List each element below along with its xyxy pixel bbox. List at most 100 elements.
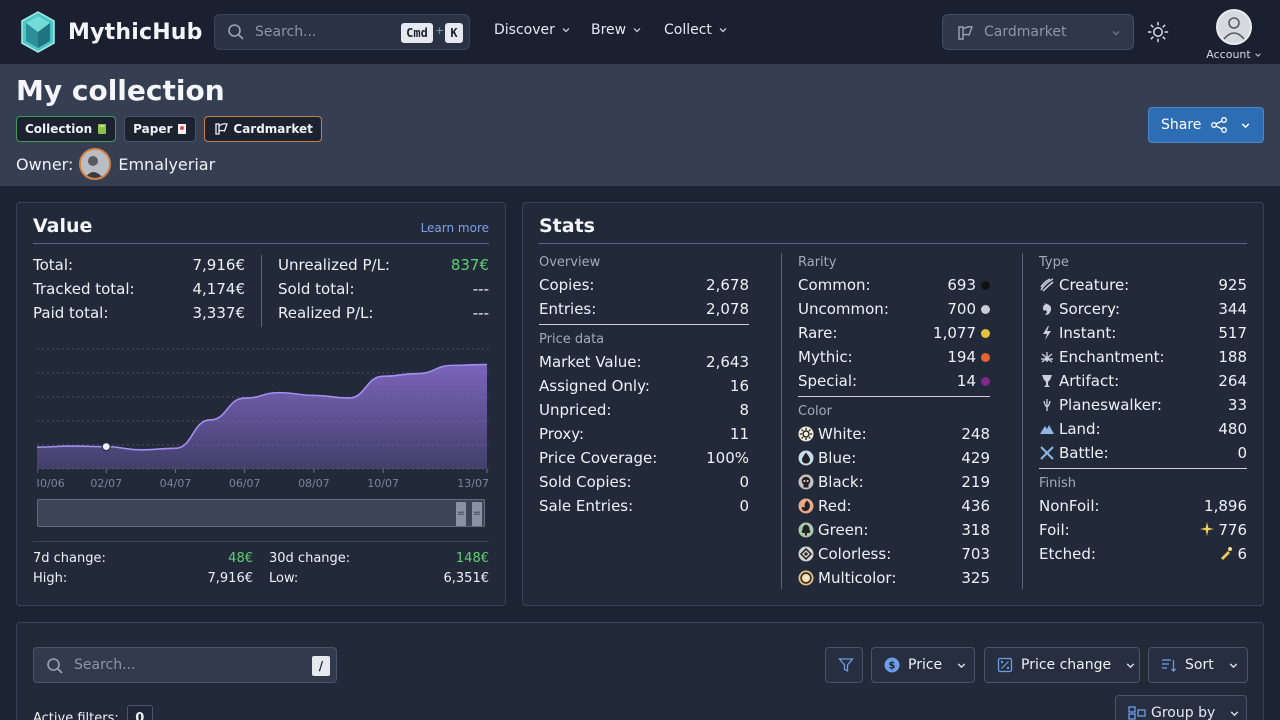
realized-pl-row: Realized P/L: --- [278, 304, 489, 322]
shortcut-k-key: K [445, 23, 463, 43]
stat-price-coverage: Price Coverage: 100% [539, 448, 749, 468]
chart-range-slider[interactable]: = = [37, 499, 485, 527]
stat-enchantment: Enchantment: 188 [1039, 347, 1247, 367]
chevron-down-icon [1229, 662, 1238, 668]
tracked-total-row: Tracked total: 4,174€ [33, 280, 245, 298]
stat-value: 700 [947, 300, 976, 318]
cardmarket-badge-label: Cardmarket [233, 122, 313, 136]
account-menu[interactable]: Account [1204, 9, 1264, 61]
cardmarket-icon [215, 123, 229, 135]
stat-label: Sorcery: [1059, 300, 1121, 318]
shortcut-plus: + [435, 24, 445, 37]
stat-value: 2,078 [706, 300, 749, 318]
stat-label: Rare: [798, 324, 838, 342]
stat-multicolor: Multicolor: 325 [798, 568, 990, 588]
black-mana-icon [798, 474, 814, 490]
tracked-total-label: Tracked total: [33, 280, 135, 298]
group-by-button[interactable]: Group by [1115, 695, 1247, 720]
unrealized-pl-row: Unrealized P/L: 837€ [278, 256, 489, 274]
stat-value: 925 [1218, 276, 1247, 294]
price-change-button[interactable]: Price change [984, 647, 1140, 683]
value-panel: Value Learn more Total: 7,916€ Tracked t… [16, 202, 506, 606]
chart-x-tick-label: 30/06 [37, 477, 65, 490]
filter-icon [838, 658, 854, 673]
share-button[interactable]: Share [1148, 107, 1264, 143]
artifact-icon [1042, 375, 1052, 387]
stat-label: Instant: [1059, 324, 1117, 342]
creature-icon [1040, 278, 1054, 292]
brand-logo[interactable]: MythicHub [18, 10, 203, 54]
price-button[interactable]: $ Price [871, 647, 975, 683]
stats-column-divider [781, 253, 782, 589]
stat-label: Sold Copies: [539, 473, 632, 491]
top-navigation: MythicHub Search... Cmd + K Discover Bre… [0, 0, 1280, 64]
stat-land: Land: 480 [1039, 419, 1247, 439]
theme-toggle-sun-icon[interactable] [1147, 21, 1169, 43]
nav-collect[interactable]: Collect [664, 22, 728, 38]
stat-label: Proxy: [539, 425, 585, 443]
high-value: 7,916€ [207, 571, 254, 586]
stat-label: NonFoil: [1039, 497, 1100, 515]
owner-avatar[interactable] [79, 148, 112, 180]
svg-text:$: $ [889, 661, 896, 672]
user-silhouette-icon [1223, 17, 1245, 40]
owner-name[interactable]: Emnalyeriar [118, 154, 216, 174]
unrealized-pl-label: Unrealized P/L: [278, 256, 390, 274]
7d-change-value: 48€ [228, 551, 253, 566]
stat-value: 2,643 [706, 353, 749, 371]
active-filters-count[interactable]: 0 [126, 705, 153, 720]
value-history-chart[interactable]: 30/06 02/07 04/07 06/07 08/07 10/07 13/07 [37, 345, 489, 493]
stat-value: 0 [1237, 444, 1247, 462]
chevron-down-icon [633, 28, 641, 33]
chevron-down-icon [1242, 122, 1250, 128]
share-icon [1211, 117, 1228, 133]
stat-planeswalker: Planeswalker: 33 [1039, 395, 1247, 415]
sort-button[interactable]: Sort [1148, 647, 1248, 683]
multicolor-mana-icon [798, 570, 814, 586]
stat-common: Common: 693 [798, 275, 990, 295]
rarity-label: Rarity [798, 255, 837, 270]
shortcut-cmd-key: Cmd [401, 23, 433, 43]
stat-value: 16 [729, 377, 749, 395]
stat-value: 344 [1218, 300, 1247, 318]
stat-copies: Copies: 2,678 [539, 275, 749, 295]
paid-total-value: 3,337€ [192, 304, 246, 322]
chevron-down-icon [1230, 710, 1239, 716]
rare-rarity-dot-icon [981, 329, 990, 338]
stat-label: Special: [798, 372, 858, 390]
marketplace-select[interactable]: Cardmarket [942, 14, 1134, 50]
nav-collect-label: Collect [664, 22, 712, 38]
price-data-label: Price data [539, 332, 605, 347]
value-title: Value [33, 215, 93, 237]
range-handle-right[interactable]: = [472, 502, 482, 526]
7d-change-label: 7d change: [33, 551, 106, 566]
cardmarket-badge: Cardmarket [204, 116, 322, 142]
gem-logo-icon [21, 11, 55, 53]
stat-green: Green: 318 [798, 520, 990, 540]
nav-discover-label: Discover [494, 22, 555, 38]
chart-x-tick-label: 02/07 [90, 477, 122, 490]
range-handle-left[interactable]: = [456, 502, 466, 526]
learn-more-link[interactable]: Learn more [420, 221, 489, 235]
colorless-mana-icon [798, 546, 814, 562]
nav-discover[interactable]: Discover [494, 22, 571, 38]
collection-badge: Collection [16, 116, 117, 142]
nav-brew[interactable]: Brew [591, 22, 642, 38]
white-mana-icon [798, 426, 814, 442]
stat-black: Black: 219 [798, 472, 990, 492]
collection-badges: Collection Paper Cardmarket [16, 116, 322, 142]
collection-search-input[interactable]: Search... / [33, 647, 337, 683]
active-filters: Active filters: 0 [33, 705, 153, 720]
sparkle-icon [1200, 522, 1215, 536]
total-label: Total: [33, 256, 74, 274]
stat-assigned-only: Assigned Only: 16 [539, 376, 749, 396]
low-row: Low: 6,351€ [269, 571, 489, 586]
owner-label: Owner: [16, 154, 74, 174]
chevron-down-icon [562, 28, 570, 33]
global-search-input[interactable]: Search... Cmd + K [214, 14, 470, 50]
stat-uncommon: Uncommon: 700 [798, 299, 990, 319]
filter-button[interactable] [825, 647, 863, 683]
stat-value: 325 [961, 569, 990, 587]
chart-hover-point[interactable] [101, 442, 111, 452]
stat-battle: Battle: 0 [1039, 443, 1247, 463]
